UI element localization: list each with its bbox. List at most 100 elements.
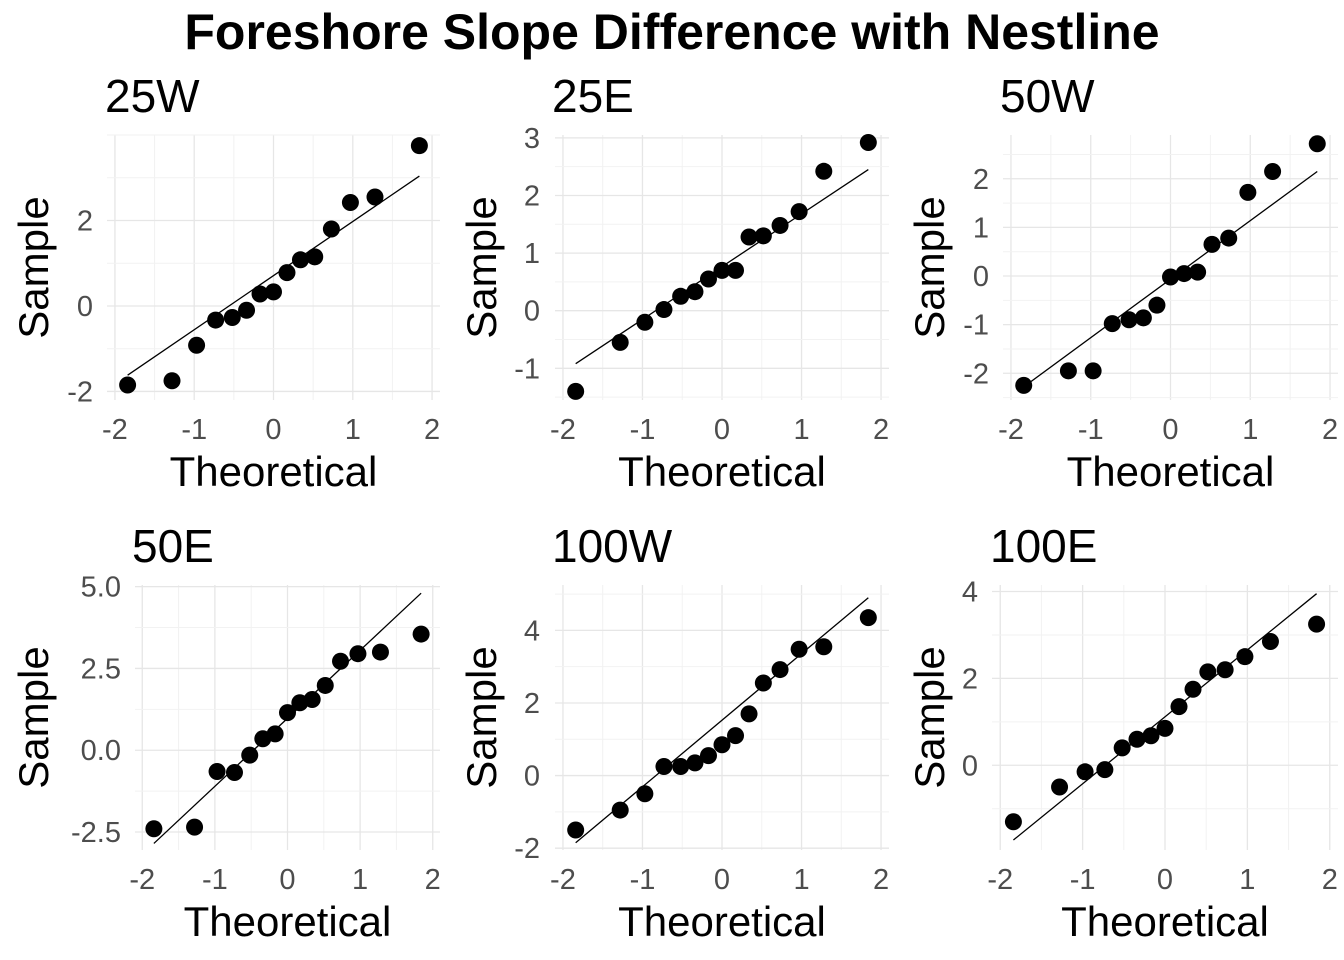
data-point	[266, 725, 284, 743]
panel-25W: 25W -2 -1 0 1 2 -2 0 2 Theoretical Sample	[10, 70, 440, 495]
data-point	[332, 652, 350, 670]
y-tick-label: 0.0	[81, 735, 121, 767]
qq-reference-line	[127, 175, 420, 376]
x-tick-label: 1	[1239, 864, 1255, 896]
y-tick-label: 0	[524, 761, 540, 793]
panel-title: 100E	[990, 520, 1097, 572]
data-point	[713, 736, 731, 754]
data-point	[815, 638, 833, 656]
x-tick-label: 1	[793, 414, 809, 446]
panel-100W: 100W -2 -1 0 1 2 -2 0 2 4 Theoretical Sample	[458, 520, 889, 945]
x-tick-label: 1	[793, 864, 809, 896]
data-point	[1162, 268, 1179, 286]
data-point	[238, 301, 256, 319]
data-point	[188, 336, 206, 354]
x-tick-label: 2	[873, 864, 889, 896]
data-point	[1203, 235, 1221, 253]
x-axis-label: Theoretical	[1061, 898, 1269, 945]
y-tick-label: 2	[524, 180, 540, 212]
data-point	[771, 661, 789, 679]
data-point	[699, 270, 717, 288]
figure-title: Foreshore Slope Difference with Nestline	[184, 4, 1159, 60]
data-point	[790, 640, 808, 658]
x-tick-label: 2	[425, 864, 441, 896]
x-axis-label: Theoretical	[1067, 448, 1275, 495]
x-tick-label: -2	[102, 414, 128, 446]
data-point	[1096, 761, 1114, 779]
data-point	[265, 283, 282, 301]
data-point	[225, 763, 243, 781]
y-tick-label: 1	[524, 238, 540, 270]
data-point	[636, 785, 654, 803]
y-tick-label: 0	[962, 750, 978, 782]
x-tick-label: 0	[279, 864, 295, 896]
panel-50W: 50W -2 -1 0 1 2 -2 -1 0 1 2 Theoretical Sample	[906, 70, 1338, 495]
y-axis-label: Sample	[10, 196, 57, 338]
y-axis-label: Sample	[906, 646, 953, 788]
data-point	[686, 283, 704, 301]
x-tick-label: 2	[1322, 864, 1338, 896]
data-point	[1051, 778, 1069, 796]
data-point	[727, 261, 745, 279]
x-tick-label: 2	[1322, 414, 1338, 446]
data-point	[1059, 362, 1077, 380]
data-point	[316, 676, 334, 694]
data-point	[303, 691, 321, 709]
x-tick-label: -1	[1070, 864, 1096, 896]
data-point	[1199, 663, 1217, 681]
y-tick-label: -2	[514, 833, 540, 865]
x-tick-label: -2	[550, 864, 576, 896]
data-point	[1004, 813, 1022, 831]
data-point	[341, 194, 359, 212]
data-point	[1142, 727, 1160, 745]
panel-title: 50E	[132, 520, 214, 572]
data-point	[727, 727, 745, 745]
y-tick-label: 0	[973, 261, 989, 293]
x-axis-label: Theoretical	[170, 448, 378, 495]
x-tick-label: -1	[1078, 414, 1104, 446]
data-point	[655, 758, 673, 776]
data-point	[119, 376, 137, 394]
data-point	[145, 820, 163, 838]
y-tick-label: 0	[77, 291, 93, 323]
y-tick-label: 2	[524, 688, 540, 720]
data-point	[1120, 311, 1138, 329]
data-point	[1148, 296, 1166, 314]
x-tick-label: 0	[714, 864, 730, 896]
y-axis-label: Sample	[458, 646, 505, 788]
data-point	[251, 285, 269, 303]
data-point	[740, 228, 758, 246]
data-point	[1239, 183, 1257, 201]
x-tick-label: 2	[873, 414, 889, 446]
data-point	[410, 137, 428, 155]
y-axis-label: Sample	[906, 196, 953, 338]
y-axis-label: Sample	[458, 196, 505, 338]
x-tick-label: -1	[202, 864, 228, 896]
data-point	[291, 251, 309, 269]
x-tick-label: 0	[714, 414, 730, 446]
x-tick-label: 1	[1242, 414, 1258, 446]
data-point	[567, 382, 585, 400]
panel-title: 25W	[105, 70, 200, 122]
data-point	[1261, 632, 1279, 650]
x-tick-label: -1	[630, 414, 656, 446]
data-point	[366, 188, 384, 206]
panel-title: 50W	[1000, 70, 1095, 122]
data-point	[1084, 362, 1102, 380]
data-point	[699, 747, 717, 765]
y-tick-label: 2	[77, 205, 93, 237]
data-point	[1076, 763, 1094, 781]
data-point	[1264, 162, 1282, 180]
data-point	[713, 261, 731, 279]
y-tick-label: 5.0	[81, 572, 121, 604]
data-point	[611, 333, 629, 351]
data-point	[1220, 229, 1238, 247]
data-point	[790, 203, 808, 221]
data-point	[412, 625, 430, 643]
x-axis-label: Theoretical	[184, 898, 392, 945]
data-point	[636, 313, 654, 331]
y-tick-label: 3	[524, 123, 540, 155]
panel-25E: 25E -2 -1 0 1 2 -1 0 1 2 3 Theoretical Sample	[458, 70, 889, 495]
